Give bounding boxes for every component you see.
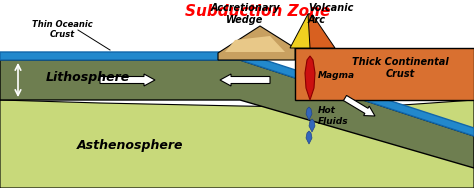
Polygon shape [306,107,312,120]
Text: Hot
Fluids: Hot Fluids [318,106,348,126]
Polygon shape [0,52,474,136]
Text: Asthenosphere: Asthenosphere [77,139,183,152]
Polygon shape [308,14,335,48]
Polygon shape [306,131,312,144]
Text: Thick Continental
Crust: Thick Continental Crust [352,57,448,79]
FancyArrow shape [344,96,375,116]
FancyArrow shape [100,74,155,86]
Polygon shape [0,100,474,188]
Text: Lithosphere: Lithosphere [46,71,130,84]
Polygon shape [309,119,315,132]
Text: Volcanic
Arc: Volcanic Arc [308,3,354,25]
Polygon shape [218,26,295,60]
Text: Accretionary
Wedge: Accretionary Wedge [210,3,280,25]
Polygon shape [305,56,315,100]
Polygon shape [290,14,312,48]
Polygon shape [225,36,285,52]
Text: Subduction Zone: Subduction Zone [185,4,331,19]
Text: Thin Oceanic
Crust: Thin Oceanic Crust [32,20,92,39]
Polygon shape [0,60,474,168]
Polygon shape [295,48,474,100]
Text: Magma: Magma [318,71,355,80]
FancyArrow shape [220,74,270,86]
